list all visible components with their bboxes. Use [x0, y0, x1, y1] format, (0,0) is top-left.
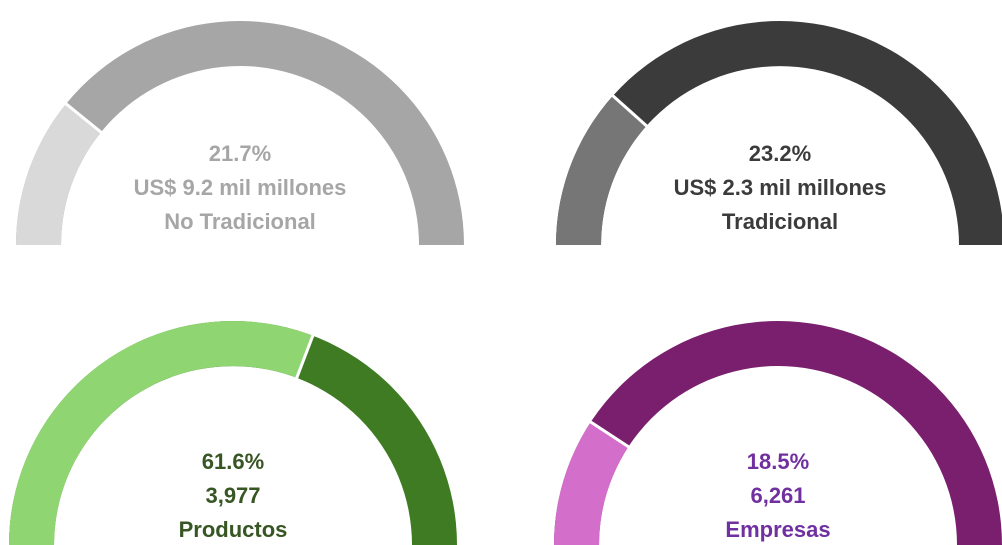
gauge-value [16, 103, 102, 246]
gauge-divider [64, 102, 103, 135]
gauge-track [554, 321, 1002, 545]
gauge-divider [611, 94, 649, 128]
gauge-label: Tradicional [722, 209, 838, 234]
gauge-divider [589, 420, 631, 449]
gauge-track [556, 21, 1002, 245]
gauge-label: Empresas [725, 517, 830, 542]
gauge-value [9, 321, 313, 545]
gauge-subtitle: US$ 2.3 mil millones [674, 175, 887, 200]
gauge-track [16, 21, 464, 245]
gauge-value [556, 95, 647, 245]
gauge-subtitle: US$ 9.2 mil millones [134, 175, 347, 200]
gauge-subtitle: 6,261 [750, 483, 805, 508]
gauge-label: No Tradicional [164, 209, 316, 234]
gauge-percent: 23.2% [749, 141, 811, 166]
gauge-percent: 61.6% [202, 449, 264, 474]
gauge-percent: 18.5% [747, 449, 809, 474]
gauge-percent: 21.7% [209, 141, 271, 166]
gauge-divider [295, 334, 315, 380]
gauge-label: Productos [179, 517, 288, 542]
gauge-subtitle: 3,977 [205, 483, 260, 508]
gauge-value [554, 422, 629, 545]
